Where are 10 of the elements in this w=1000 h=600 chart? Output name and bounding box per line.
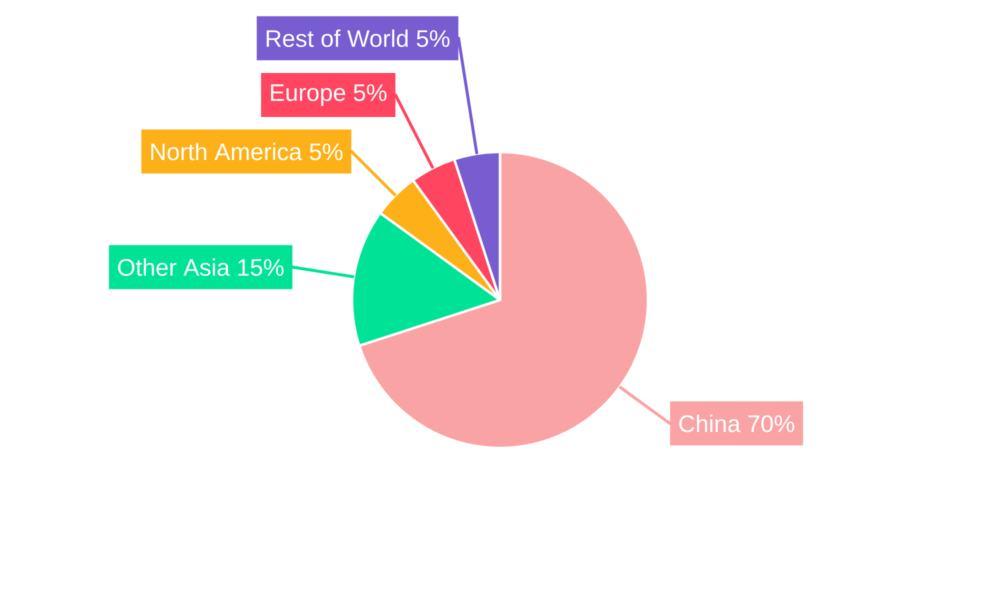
slice-label: North America	[151, 142, 302, 160]
data-label: 15%	[238, 259, 284, 276]
slice-label: Rest of World	[266, 29, 408, 48]
slice-label: China	[679, 414, 741, 432]
data-label: 70%	[748, 415, 794, 432]
data-label: 5%	[354, 84, 387, 102]
slice-label: Other Asia	[118, 258, 230, 276]
data-label: 5%	[416, 30, 450, 48]
data-label: 5%	[310, 143, 342, 160]
slice-label: Europe	[271, 84, 346, 106]
